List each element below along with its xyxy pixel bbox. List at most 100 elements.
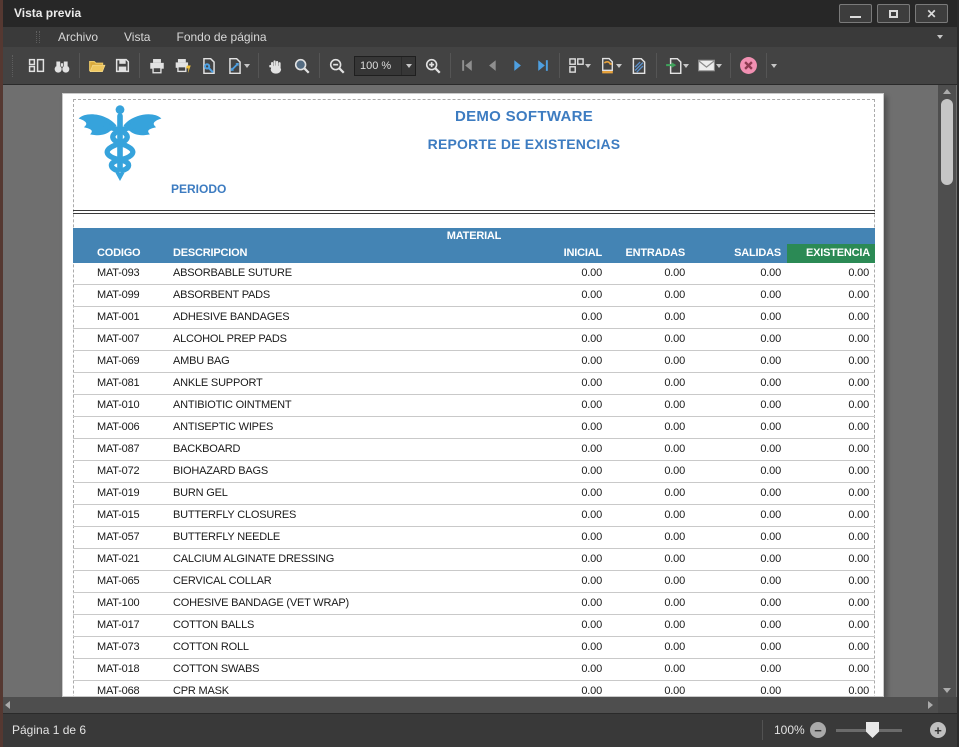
- report-page: DEMO SOFTWARE REPORTE DE EXISTENCIAS PER…: [62, 93, 884, 697]
- cell-codigo: MAT-069: [97, 351, 139, 372]
- page-indicator: Página 1 de 6: [12, 723, 86, 737]
- toolbar-grip[interactable]: [12, 55, 16, 77]
- cell-codigo: MAT-015: [97, 505, 139, 526]
- zoom-combobox[interactable]: [354, 56, 416, 76]
- watermark-button[interactable]: [626, 52, 652, 79]
- cell-descripcion: ADHESIVE BANDAGES: [173, 307, 289, 328]
- scale-dropdown-icon[interactable]: [244, 64, 250, 68]
- toolbar-overflow-icon[interactable]: [771, 64, 777, 68]
- next-page-icon: [509, 57, 526, 74]
- cell-existencia: 0.00: [848, 681, 869, 697]
- menu-overflow-icon[interactable]: [937, 35, 943, 39]
- exit-button[interactable]: [735, 52, 762, 79]
- chevron-down-icon: [406, 64, 412, 68]
- close-button[interactable]: ✕: [915, 4, 948, 23]
- export-dropdown-icon[interactable]: [683, 64, 689, 68]
- cell-inicial: 0.00: [581, 549, 602, 570]
- cell-entradas: 0.00: [664, 417, 685, 438]
- page-color-dropdown-icon[interactable]: [616, 64, 622, 68]
- multiple-pages-dropdown-icon[interactable]: [585, 64, 591, 68]
- cell-inicial: 0.00: [581, 329, 602, 350]
- cell-salidas: 0.00: [760, 417, 781, 438]
- scroll-right-icon[interactable]: [928, 701, 933, 709]
- next-page-button[interactable]: [505, 52, 530, 79]
- window-edge: [0, 0, 3, 747]
- table-row: MAT-072BIOHAZARD BAGS0.000.000.000.00: [73, 461, 875, 483]
- cell-entradas: 0.00: [664, 527, 685, 548]
- table-row: MAT-001ADHESIVE BANDAGES0.000.000.000.00: [73, 307, 875, 329]
- cell-codigo: MAT-073: [97, 637, 139, 658]
- quick-print-button[interactable]: [170, 52, 196, 79]
- multiple-pages-button[interactable]: [564, 52, 595, 79]
- scrollbar-corner: [938, 697, 959, 713]
- menu-bar: Archivo Vista Fondo de página: [0, 27, 957, 47]
- vertical-scrollbar-thumb[interactable]: [941, 99, 953, 185]
- cell-inicial: 0.00: [581, 395, 602, 416]
- scroll-down-icon[interactable]: [943, 688, 951, 693]
- document-preview-area[interactable]: DEMO SOFTWARE REPORTE DE EXISTENCIAS PER…: [0, 85, 959, 713]
- cell-descripcion: COTTON SWABS: [173, 659, 259, 680]
- zoom-out-button[interactable]: [324, 52, 350, 79]
- cell-existencia: 0.00: [848, 263, 869, 284]
- zoom-slider-thumb[interactable]: [866, 722, 879, 738]
- cell-existencia: 0.00: [848, 351, 869, 372]
- send-email-button[interactable]: [693, 52, 726, 79]
- menu-grip[interactable]: [36, 31, 40, 43]
- zoom-decrease-button[interactable]: −: [810, 722, 826, 738]
- cell-entradas: 0.00: [664, 505, 685, 526]
- toolbar-separator: [139, 53, 140, 78]
- menu-vista[interactable]: Vista: [116, 28, 158, 46]
- cell-entradas: 0.00: [664, 681, 685, 697]
- cell-salidas: 0.00: [760, 461, 781, 482]
- last-page-button[interactable]: [530, 52, 555, 79]
- cell-salidas: 0.00: [760, 571, 781, 592]
- email-dropdown-icon[interactable]: [716, 64, 722, 68]
- menu-archivo[interactable]: Archivo: [50, 28, 106, 46]
- watermark-icon: [630, 57, 648, 75]
- cell-inicial: 0.00: [581, 351, 602, 372]
- cell-entradas: 0.00: [664, 285, 685, 306]
- cell-inicial: 0.00: [581, 285, 602, 306]
- open-button[interactable]: [84, 52, 110, 79]
- export-document-button[interactable]: [661, 52, 693, 79]
- zoom-input[interactable]: [355, 60, 401, 72]
- table-header: MATERIAL CODIGO DESCRIPCION INICIAL ENTR…: [73, 228, 875, 263]
- zoom-increase-button[interactable]: +: [930, 722, 946, 738]
- magnifier-button[interactable]: [289, 52, 315, 79]
- scroll-up-icon[interactable]: [943, 89, 951, 94]
- cell-inicial: 0.00: [581, 373, 602, 394]
- zoom-dropdown-button[interactable]: [401, 57, 415, 75]
- vertical-scrollbar[interactable]: [938, 85, 956, 697]
- table-row: MAT-017COTTON BALLS0.000.000.000.00: [73, 615, 875, 637]
- cell-entradas: 0.00: [664, 615, 685, 636]
- hand-tool-button[interactable]: [263, 52, 289, 79]
- first-page-button[interactable]: [455, 52, 480, 79]
- page-setup-button[interactable]: [196, 52, 222, 79]
- cell-descripcion: BIOHAZARD BAGS: [173, 461, 268, 482]
- previous-page-button[interactable]: [480, 52, 505, 79]
- cell-salidas: 0.00: [760, 505, 781, 526]
- search-button[interactable]: [49, 52, 75, 79]
- table-row: MAT-068CPR MASK0.000.000.000.00: [73, 681, 875, 697]
- save-button[interactable]: [110, 52, 135, 79]
- cell-descripcion: BUTTERFLY CLOSURES: [173, 505, 296, 526]
- minimize-button[interactable]: [839, 4, 872, 23]
- report-title: REPORTE DE EXISTENCIAS: [173, 136, 875, 152]
- statusbar-separator: [762, 720, 763, 740]
- page-color-button[interactable]: [595, 52, 626, 79]
- cell-existencia: 0.00: [848, 549, 869, 570]
- cell-codigo: MAT-018: [97, 659, 139, 680]
- maximize-button[interactable]: [877, 4, 910, 23]
- close-icon: ✕: [926, 8, 936, 20]
- horizontal-scrollbar[interactable]: [0, 697, 938, 713]
- scale-button[interactable]: [222, 52, 254, 79]
- cell-descripcion: BURN GEL: [173, 483, 228, 504]
- cell-salidas: 0.00: [760, 329, 781, 350]
- print-button[interactable]: [144, 52, 170, 79]
- document-map-button[interactable]: [24, 52, 49, 79]
- menu-fondo-de-pagina[interactable]: Fondo de página: [168, 28, 274, 46]
- cell-descripcion: ABSORBABLE SUTURE: [173, 263, 292, 284]
- scroll-left-icon[interactable]: [5, 701, 10, 709]
- cell-inicial: 0.00: [581, 615, 602, 636]
- zoom-in-button[interactable]: [420, 52, 446, 79]
